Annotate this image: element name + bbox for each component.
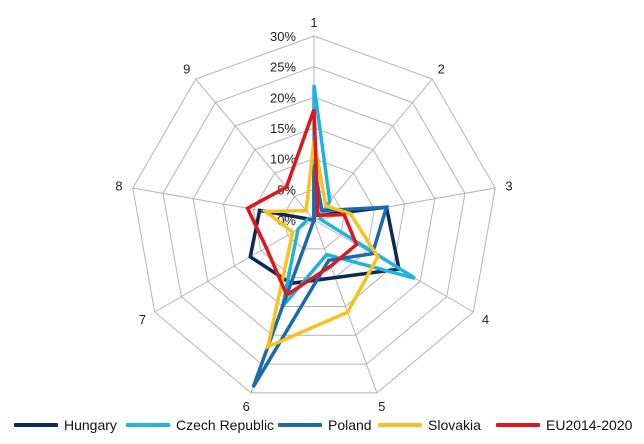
- series-line-hungary: [248, 158, 402, 286]
- series-line-eu2014-2020: [245, 109, 359, 298]
- legend: Hungary Czech Republic Poland Slovakia E…: [0, 412, 644, 438]
- category-label: 5: [378, 399, 385, 414]
- spoke: [313, 78, 433, 221]
- radial-tick-label: 25%: [270, 60, 296, 75]
- spoke: [313, 219, 378, 394]
- category-label: 2: [438, 61, 445, 76]
- radar-grid: [132, 35, 496, 394]
- legend-item-eu2014-2020: EU2014-2020: [496, 412, 632, 438]
- grid-ring: [132, 35, 496, 394]
- grid-ring: [283, 188, 345, 250]
- radial-tick-label: 5%: [277, 182, 296, 197]
- series-line-poland: [251, 164, 389, 389]
- legend-label: Hungary: [64, 417, 117, 433]
- legend-swatch-eu2014-2020: [496, 423, 540, 427]
- category-labels: 1 2 3 4 5 6 7 8 9: [115, 15, 512, 414]
- legend-item-hungary: Hungary: [14, 412, 117, 438]
- radial-tick-label: 20%: [270, 90, 296, 105]
- category-label: 9: [183, 61, 190, 76]
- legend-swatch-poland: [278, 423, 322, 427]
- legend-label: Poland: [328, 417, 372, 433]
- legend-item-poland: Poland: [278, 412, 372, 438]
- series-line-slovakia: [260, 139, 380, 350]
- legend-swatch-hungary: [14, 423, 58, 427]
- grid-ring: [162, 66, 466, 365]
- category-label: 3: [505, 179, 512, 194]
- spoke: [154, 219, 315, 313]
- category-label: 8: [115, 179, 122, 194]
- radial-tick-label: 10%: [270, 152, 296, 167]
- legend-item-czech-republic: Czech Republic: [126, 412, 274, 438]
- category-label: 6: [243, 399, 250, 414]
- series-line-czech-republic: [279, 84, 416, 313]
- legend-swatch-czech-republic: [126, 423, 170, 427]
- radial-tick-label: 15%: [270, 121, 296, 136]
- legend-label: Czech Republic: [176, 417, 275, 433]
- grid-ring: [192, 96, 436, 336]
- spoke: [195, 78, 315, 221]
- series-lines: [245, 84, 416, 389]
- radial-tick-labels: 0%5%10%15%20%25%30%: [270, 29, 296, 228]
- category-label: 1: [310, 15, 317, 30]
- category-label: 4: [482, 312, 489, 327]
- legend-item-slovakia: Slovakia: [378, 412, 481, 438]
- category-label: 7: [139, 312, 146, 327]
- grid-ring: [222, 127, 406, 307]
- legend-label: EU2014-2020: [546, 417, 633, 433]
- legend-label: Slovakia: [428, 417, 481, 433]
- legend-swatch-slovakia: [378, 423, 422, 427]
- radial-tick-label: 30%: [270, 29, 296, 44]
